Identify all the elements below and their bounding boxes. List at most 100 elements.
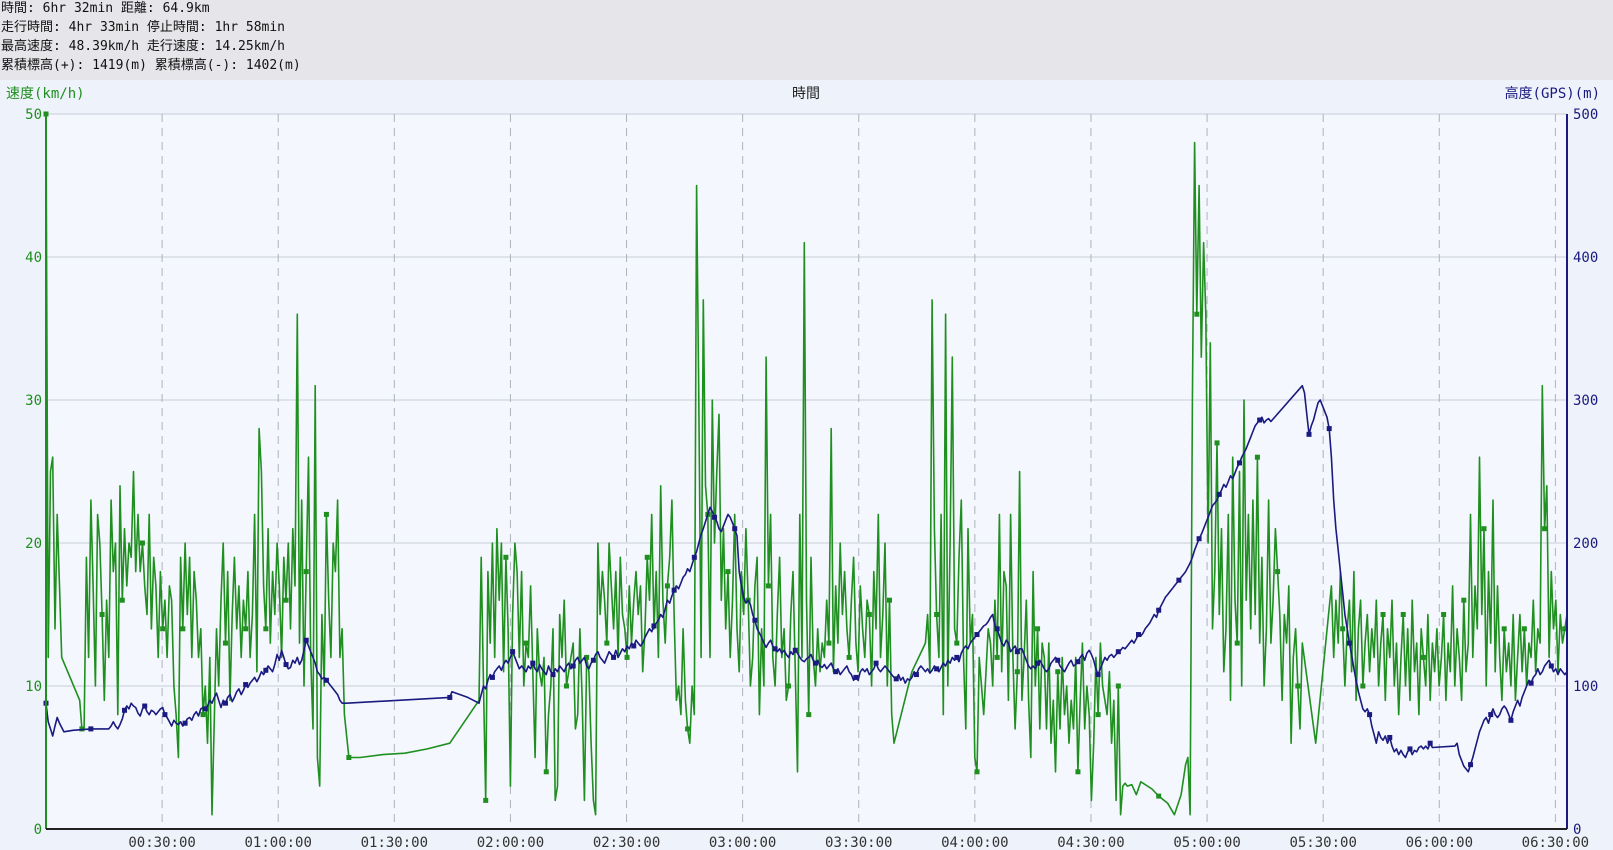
altitude-point [1427, 740, 1433, 746]
altitude-point [812, 660, 818, 666]
speed-point [1441, 612, 1447, 617]
altitude-point [530, 660, 536, 666]
altitude-point [1115, 649, 1121, 655]
altitude-point [510, 649, 516, 655]
altitude-point [853, 674, 859, 680]
altitude-point [1055, 657, 1061, 663]
speed-point [1400, 612, 1406, 617]
speed-point [604, 640, 610, 646]
speed-point [1214, 440, 1220, 446]
altitude-point [772, 646, 778, 652]
x-tick-01:00:00: 01:00:00 [244, 835, 311, 850]
y-axis-right-label: 高度(GPS)(m) [1505, 85, 1600, 102]
speed-point [1420, 654, 1426, 660]
speed-point [283, 597, 289, 603]
altitude-series-group [43, 384, 1568, 773]
altitude-point [142, 703, 148, 709]
altitude-point [934, 666, 940, 672]
altitude-point [1196, 536, 1202, 542]
speed-point [806, 712, 812, 718]
altitude-point [691, 554, 697, 560]
x-tick-03:30:00: 03:30:00 [825, 835, 892, 850]
y-right-tick-500: 500 [1573, 107, 1598, 123]
altitude-point [893, 676, 899, 682]
speed-point [974, 769, 980, 775]
altitude-point [954, 654, 960, 660]
speed-point [786, 683, 792, 689]
x-tick-03:00:00: 03:00:00 [709, 835, 776, 850]
speed-point [664, 583, 670, 589]
altitude-point [590, 657, 596, 663]
speed-point [725, 569, 731, 575]
y-left-tick-20: 20 [25, 536, 42, 552]
speed-point [994, 654, 1000, 660]
speed-point [119, 597, 125, 603]
y-right-tick-400: 400 [1573, 250, 1598, 266]
altitude-point [1035, 660, 1041, 666]
speed-point [263, 626, 269, 632]
speed-series-line [45, 113, 1568, 816]
altitude-point [162, 712, 168, 718]
speed-point [1115, 683, 1121, 689]
altitude-point [1346, 640, 1352, 646]
altitude-point [1075, 659, 1081, 665]
y-left-tick-40: 40 [25, 250, 42, 266]
altitude-point [202, 706, 208, 712]
summary-time-distance: 時間: 6hr 32min 距離: 64.9km [1, 1, 210, 16]
altitude-point [732, 526, 738, 532]
altitude-point [1014, 649, 1020, 655]
x-tick-00:30:00: 00:30:00 [128, 835, 195, 850]
x-tick-05:30:00: 05:30:00 [1289, 835, 1356, 850]
altitude-point [182, 720, 188, 726]
speed-point [1340, 626, 1346, 632]
y-left-tick-10: 10 [25, 679, 42, 695]
speed-point [624, 654, 630, 660]
altitude-point [1468, 762, 1474, 768]
y-right-tick-100: 100 [1573, 679, 1598, 695]
altitude-point [243, 682, 249, 688]
altitude-point [447, 694, 453, 700]
speed-point [303, 569, 309, 575]
speed-point [1380, 612, 1386, 617]
speed-point [99, 612, 105, 617]
altitude-point [303, 637, 309, 643]
x-tick-02:00:00: 02:00:00 [477, 835, 544, 850]
altitude-point [913, 672, 919, 678]
speed-point [1501, 626, 1507, 632]
speed-point [644, 554, 650, 560]
summary-moving-stopped: 走行時間: 4hr 33min 停止時間: 1hr 58min [1, 20, 286, 35]
speed-point [1295, 683, 1301, 689]
y-left-tick-50: 50 [25, 107, 42, 123]
altitude-point [550, 672, 556, 678]
altitude-point [752, 617, 758, 623]
speed-point [160, 626, 166, 632]
altitude-point [88, 726, 94, 732]
altitude-point [1508, 717, 1514, 723]
y-left-tick-30: 30 [25, 393, 42, 409]
y-axis-left-label: 速度(km/h) [6, 86, 85, 102]
axes [45, 114, 1568, 830]
altitude-point [1257, 417, 1263, 423]
speed-point [222, 640, 228, 646]
altitude-point [1176, 577, 1182, 583]
speed-point [346, 755, 352, 760]
x-tick-02:30:00: 02:30:00 [593, 835, 660, 850]
altitude-point [1407, 746, 1413, 752]
speed-point [1035, 626, 1041, 632]
speed-point [180, 626, 186, 632]
speed-point [200, 712, 206, 718]
speed-point [1521, 626, 1527, 632]
y-left-tick-0: 0 [34, 822, 42, 838]
speed-point [523, 640, 529, 646]
speed-point [584, 654, 590, 660]
speed-point [1542, 526, 1548, 532]
altitude-point [283, 662, 289, 668]
speed-point [1095, 712, 1101, 718]
y-right-tick-300: 300 [1573, 393, 1598, 409]
summary-speed: 最高速度: 48.39km/h 走行速度: 14.25km/h [1, 39, 286, 54]
altitude-point [792, 647, 798, 653]
speed-point [765, 583, 771, 589]
speed-point [1360, 683, 1366, 689]
